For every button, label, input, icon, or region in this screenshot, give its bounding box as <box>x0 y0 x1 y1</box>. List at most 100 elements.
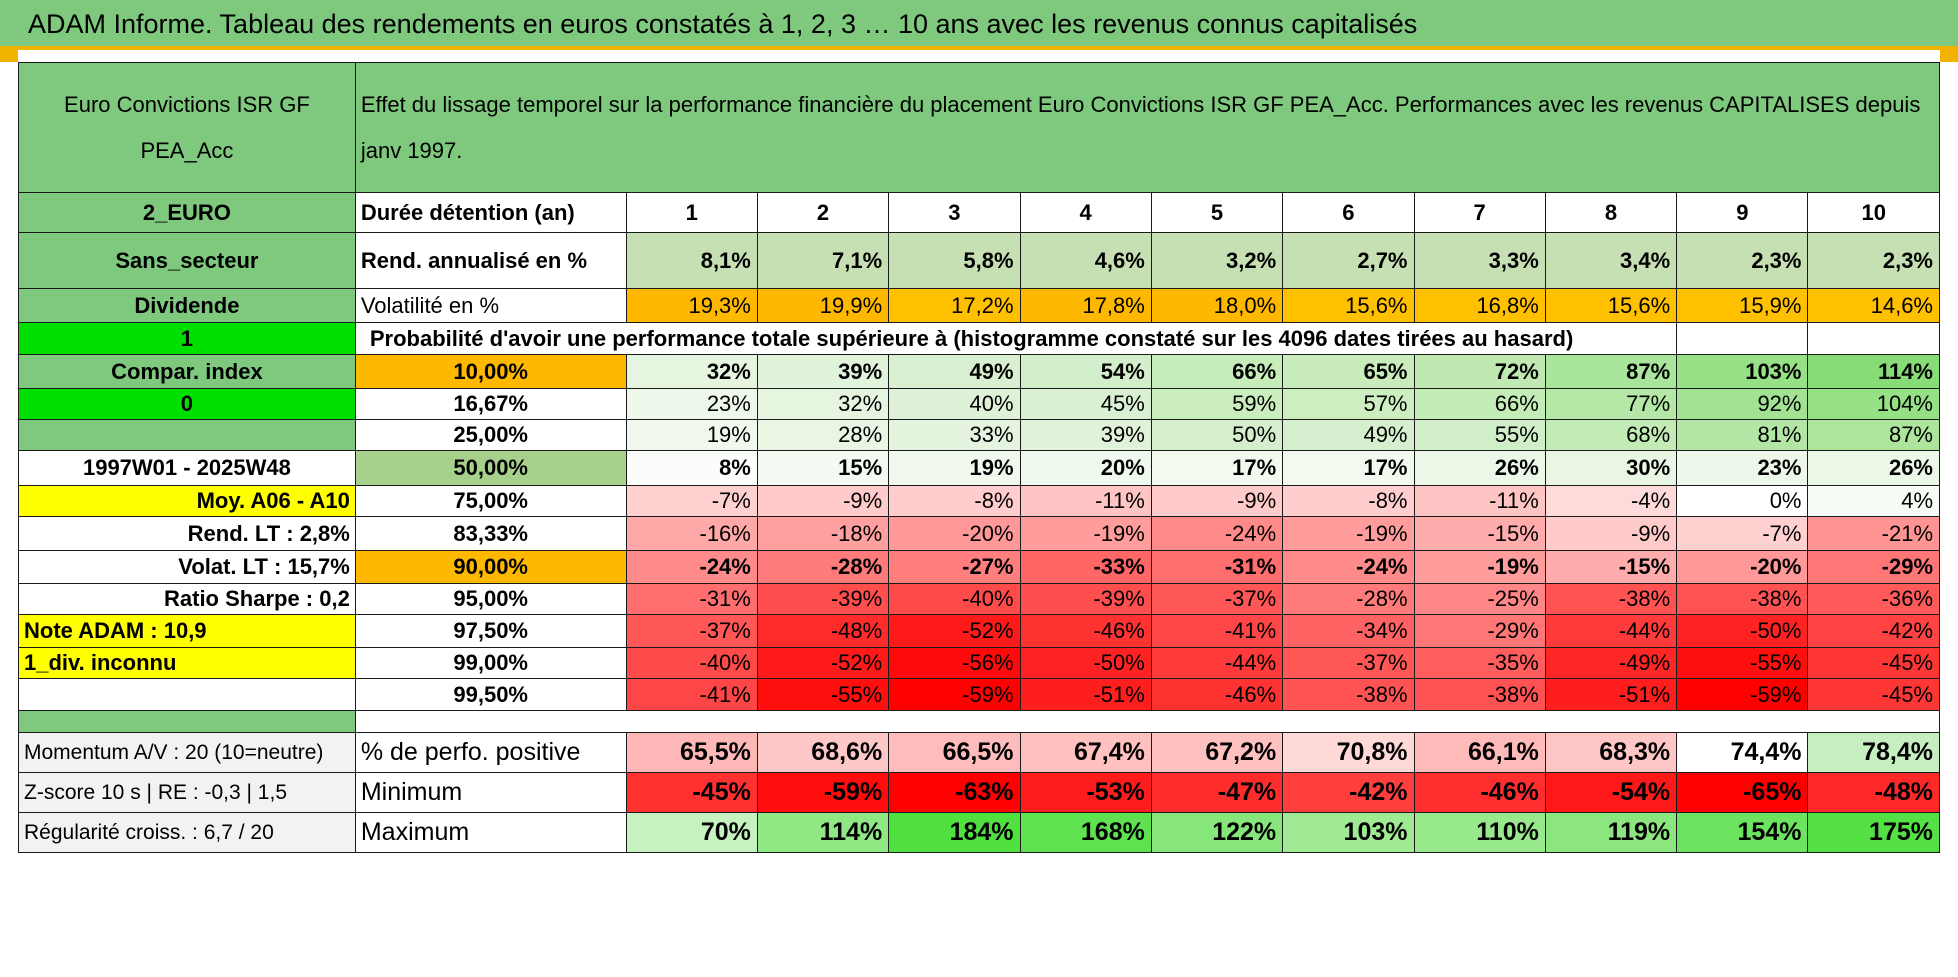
table-description: Effet du lissage temporel sur la perform… <box>354 62 1941 193</box>
row-percentile: 99,50% -41% -55% -59% -51% -46% -38% -38% -51% -5… <box>18 678 1940 711</box>
percentile-label: 25,00% <box>354 419 627 451</box>
year-header: 7 <box>1413 192 1546 233</box>
percentile-value: 4% <box>1807 485 1940 517</box>
percentile-value: 19% <box>888 450 1021 486</box>
percentile-value: -55% <box>756 678 890 711</box>
percentile-value: -37% <box>1150 583 1284 615</box>
row-percentile: Volat. LT : 15,7% 90,00% -24% -28% -27% -33% -… <box>18 550 1940 584</box>
regularite-label: Régularité croiss. : 6,7 / 20 <box>18 812 356 853</box>
percentile-label: 90,00% <box>354 550 627 584</box>
minimum-value: -42% <box>1282 772 1415 813</box>
percentile-value: -51% <box>1544 678 1678 711</box>
positive-value: 74,4% <box>1676 732 1809 773</box>
percentile-value: -35% <box>1413 647 1546 679</box>
volat-label: Volatilité en % <box>354 288 627 323</box>
percentile-value: -48% <box>756 614 890 648</box>
percentile-value: -44% <box>1544 614 1678 648</box>
row-percentile: Moy. A06 - A10 75,00% -7% -9% -8% -11% -9% -8% -… <box>18 485 1940 517</box>
percentile-value: -56% <box>888 647 1021 679</box>
percentile-value: 32% <box>625 354 758 389</box>
year-header: 9 <box>1676 192 1809 233</box>
percentile-value: -40% <box>888 583 1021 615</box>
currency-label: 2_EURO <box>18 192 356 233</box>
percentile-value: 8% <box>625 450 758 486</box>
sector-label: Sans_secteur <box>18 232 356 289</box>
duree-label: Durée détention (an) <box>354 192 627 233</box>
percentile-value: 59% <box>1150 388 1284 420</box>
row-minimum: Z-score 10 s | RE : -0,3 | 1,5 Minimum -45… <box>18 772 1940 813</box>
volat-value: 18,0% <box>1150 288 1284 323</box>
maximum-value: 175% <box>1807 812 1940 853</box>
flag-1: 1 <box>18 322 356 355</box>
volat-value: 14,6% <box>1807 288 1940 323</box>
percentile-value: -59% <box>888 678 1021 711</box>
percentile-value: -24% <box>1282 550 1415 584</box>
percentile-value: -40% <box>625 647 758 679</box>
rend-value: 2,3% <box>1676 232 1809 289</box>
volat-value: 17,8% <box>1019 288 1152 323</box>
page-title: ADAM Informe. Tableau des rendements en … <box>28 9 1418 39</box>
percentile-value: -11% <box>1413 485 1546 517</box>
positive-label: % de perfo. positive <box>354 732 627 773</box>
volat-value: 19,9% <box>756 288 890 323</box>
percentile-value: -21% <box>1807 516 1940 551</box>
percentile-label: 16,67% <box>354 388 627 420</box>
percentile-label: 83,33% <box>354 516 627 551</box>
percentile-value: 50% <box>1150 419 1284 451</box>
percentile-value: -59% <box>1676 678 1809 711</box>
moy-label: Moy. A06 - A10 <box>18 485 356 517</box>
positive-value: 66,5% <box>888 732 1021 773</box>
volat-value: 16,8% <box>1413 288 1546 323</box>
title-bar: ADAM Informe. Tableau des rendements en … <box>0 0 1958 50</box>
year-header: 4 <box>1019 192 1152 233</box>
percentile-label: 75,00% <box>354 485 627 517</box>
row-positive: Momentum A/V : 20 (10=neutre)% de perfo.… <box>18 732 1940 773</box>
row-separator <box>18 710 1941 733</box>
percentile-value: -45% <box>1807 647 1940 679</box>
percentile-value: 39% <box>756 354 890 389</box>
positive-value: 66,1% <box>1413 732 1546 773</box>
fund-name: Euro Convictions ISR GF PEA_Acc <box>18 62 356 193</box>
volat-value: 15,6% <box>1282 288 1415 323</box>
percentile-value: 30% <box>1544 450 1678 486</box>
percentile-value: 15% <box>756 450 890 486</box>
percentile-value: -50% <box>1676 614 1809 648</box>
percentile-value: -19% <box>1019 516 1152 551</box>
percentile-value: -31% <box>1150 550 1284 584</box>
volat-value: 19,3% <box>625 288 758 323</box>
percentile-value: -8% <box>888 485 1021 517</box>
marker-left <box>0 50 18 62</box>
percentile-value: -24% <box>1150 516 1284 551</box>
percentile-value: -50% <box>1019 647 1152 679</box>
percentile-value: -38% <box>1676 583 1809 615</box>
percentile-value: -39% <box>1019 583 1152 615</box>
div-label: 1_div. inconnu <box>18 647 356 679</box>
year-header: 2 <box>756 192 890 233</box>
percentile-value: -11% <box>1019 485 1152 517</box>
percentile-value: -20% <box>888 516 1021 551</box>
percentile-value: 49% <box>888 354 1021 389</box>
percentile-value: -7% <box>1676 516 1809 551</box>
flag-0: 0 <box>18 388 356 420</box>
row-proba-heading: 1 Probabilité d'avoir une performance tot… <box>18 322 1940 355</box>
empty-cell <box>18 678 356 711</box>
percentile-value: -33% <box>1019 550 1152 584</box>
percentile-value: 17% <box>1282 450 1415 486</box>
maximum-value: 184% <box>888 812 1021 853</box>
rend-value: 3,2% <box>1150 232 1284 289</box>
percentile-value: -25% <box>1413 583 1546 615</box>
row-percentile: 1997W01 - 2025W48 50,00% 8% 15% 19% 20% 17% 17%… <box>18 450 1940 486</box>
percentile-value: -19% <box>1282 516 1415 551</box>
percentile-value: 23% <box>1676 450 1809 486</box>
row-percentile: Compar. index 10,00% 32% 39% 49% 54% 66% 65% 72%… <box>18 354 1940 389</box>
percentile-value: -52% <box>756 647 890 679</box>
percentile-value: -4% <box>1544 485 1678 517</box>
percentile-value: -44% <box>1150 647 1284 679</box>
volat-lt-label: Volat. LT : 15,7% <box>18 550 356 584</box>
year-header: 6 <box>1282 192 1415 233</box>
row-rend: Sans_secteur Rend. annualisé en % 8,1% 7,1%… <box>18 232 1940 289</box>
positive-value: 70,8% <box>1282 732 1415 773</box>
percentile-value: -42% <box>1807 614 1940 648</box>
empty-cell <box>1807 322 1940 355</box>
percentile-label: 50,00% <box>354 450 627 486</box>
